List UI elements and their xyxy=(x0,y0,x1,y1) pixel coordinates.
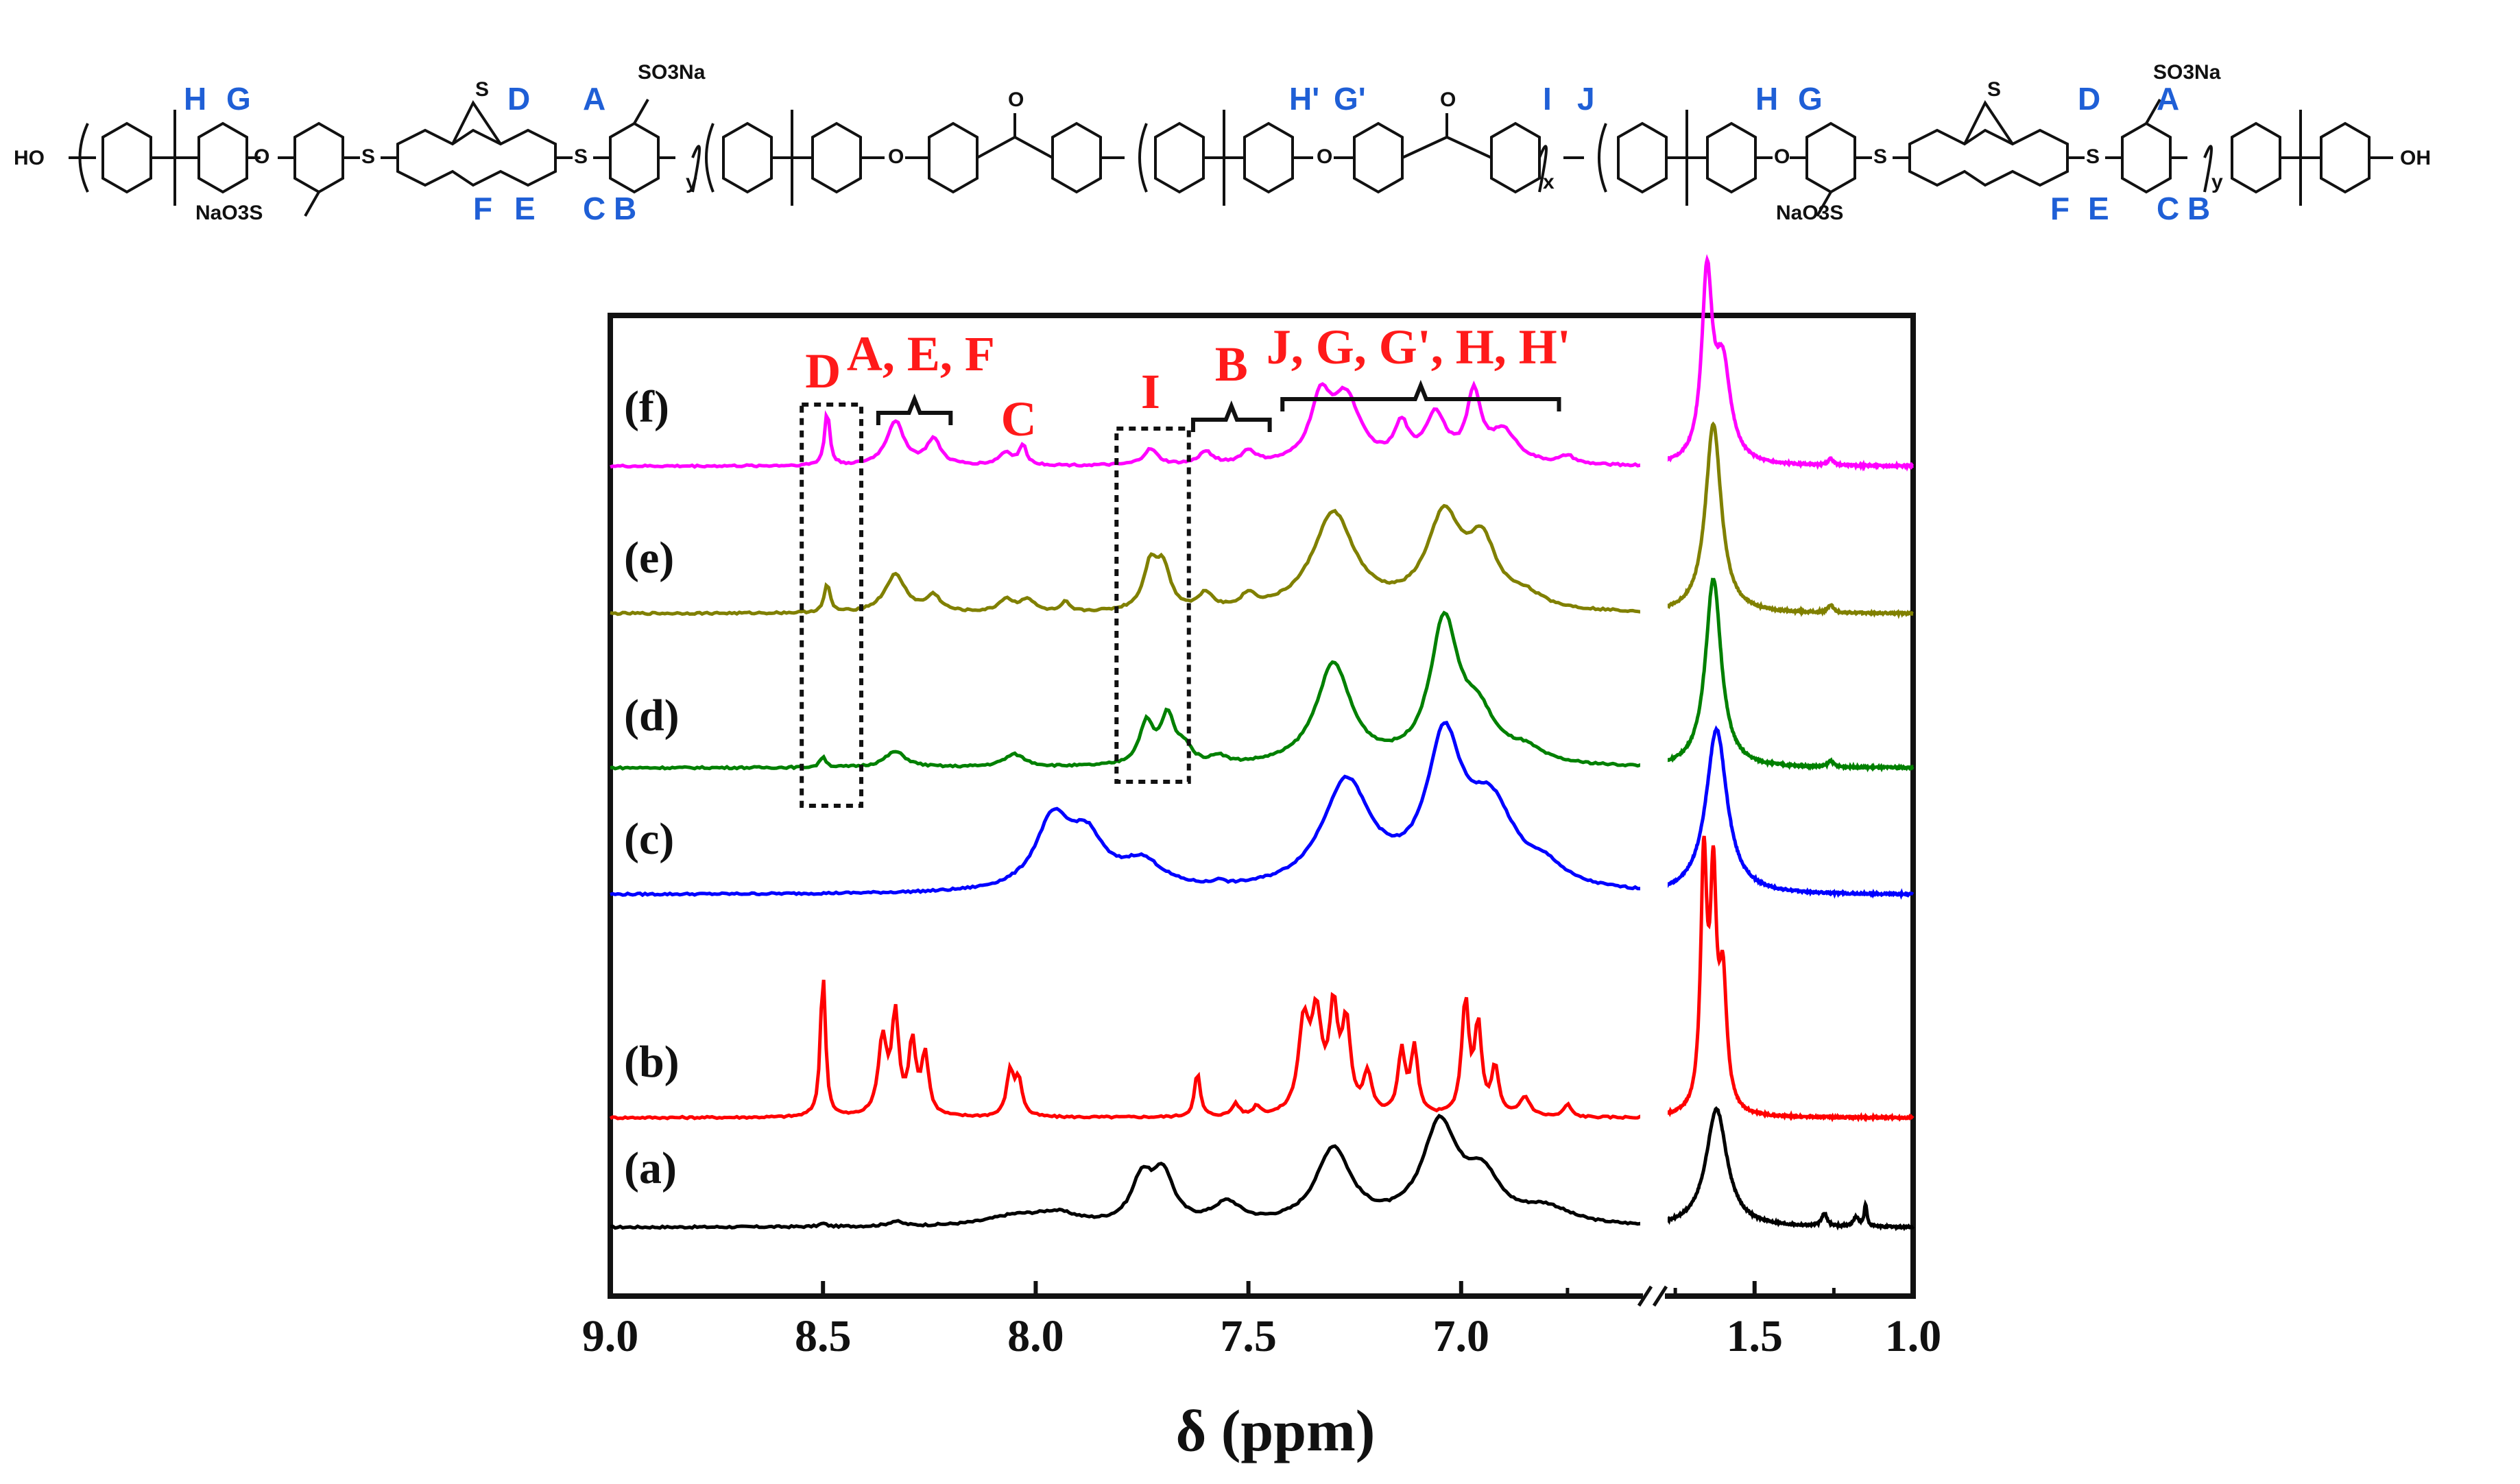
trace-label: (e) xyxy=(624,533,674,583)
x-tick-label: 9.0 xyxy=(582,1311,639,1361)
nmr-chart: (a) (b) (c) (d) (e) (f) D A, E, FC I B J, G, G', … xyxy=(0,0,2520,1484)
trace-aliphatic-line xyxy=(1659,424,1913,614)
trace-label: (a) xyxy=(624,1143,677,1193)
trace-c: (c) xyxy=(610,723,1913,895)
trace-label: (b) xyxy=(624,1037,680,1087)
trace-aliphatic-line xyxy=(1659,1109,1913,1228)
trace-d: (d) xyxy=(610,579,1913,769)
trace-aromatic-line xyxy=(610,1116,1653,1228)
peak-annotation: B xyxy=(1215,337,1248,392)
peak-annotation: D xyxy=(805,344,841,398)
x-tick-label: 1.0 xyxy=(1885,1311,1942,1361)
x-tick-label: 7.5 xyxy=(1220,1311,1277,1361)
trace-aromatic-line xyxy=(610,506,1653,614)
x-tick-label: 7.0 xyxy=(1433,1311,1490,1361)
axis-break-gap xyxy=(1640,321,1668,1291)
trace-label: (f) xyxy=(624,382,669,432)
trace-label: (d) xyxy=(624,691,680,741)
trace-aliphatic-line xyxy=(1659,836,1913,1118)
x-axis-title: δ (ppm) xyxy=(1176,1398,1376,1463)
peak-annotation: I xyxy=(1141,364,1160,419)
trace-aromatic-line xyxy=(610,980,1653,1118)
trace-aromatic-line xyxy=(610,384,1653,467)
trace-a: (a) xyxy=(610,1109,1913,1228)
x-tick-label: 8.5 xyxy=(795,1311,852,1361)
peak-annotation: A, E, F xyxy=(847,326,995,381)
trace-aromatic-line xyxy=(610,613,1653,769)
bracket-JGH xyxy=(1282,385,1559,411)
peak-annotation: C xyxy=(1001,392,1037,446)
x-tick-label: 1.5 xyxy=(1727,1311,1784,1361)
trace-label: (c) xyxy=(624,814,674,864)
trace-e: (e) xyxy=(610,424,1913,614)
x-tick-label: 8.0 xyxy=(1007,1311,1064,1361)
bracket-B xyxy=(1193,406,1270,432)
trace-aliphatic-line xyxy=(1659,260,1913,467)
trace-aliphatic-line xyxy=(1659,729,1913,895)
trace-aromatic-line xyxy=(610,723,1653,895)
bracket-AEF xyxy=(878,399,950,425)
peak-annotation: J, G, G', H, H' xyxy=(1267,320,1571,374)
